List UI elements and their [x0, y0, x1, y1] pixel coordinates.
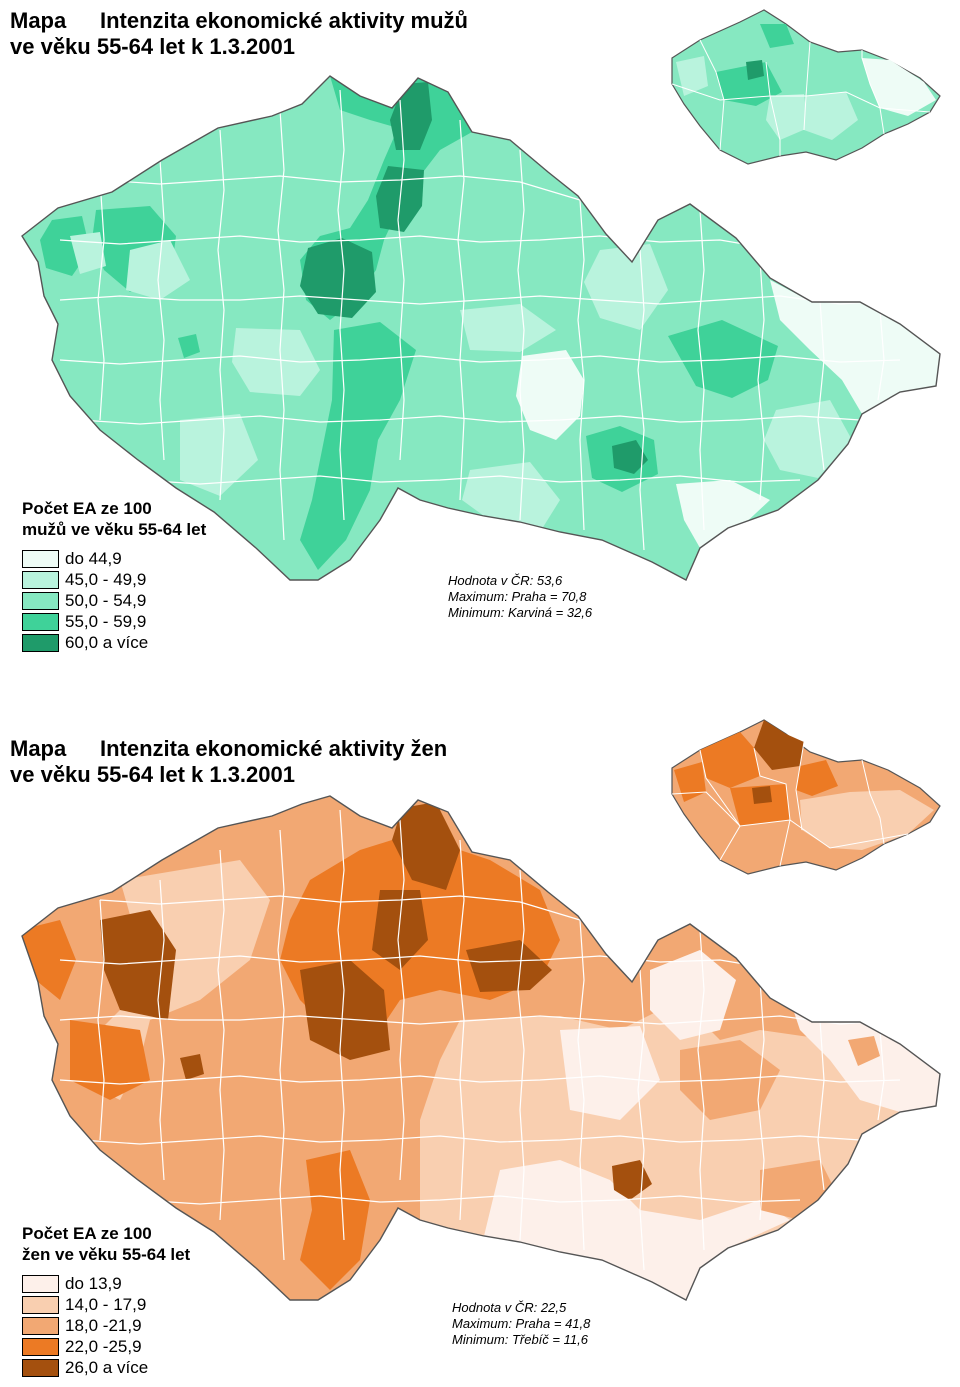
legend-label: 26,0 a více	[65, 1357, 149, 1377]
district-class-1	[650, 950, 736, 1040]
legend-item: 14,0 - 17,9	[22, 1294, 190, 1315]
men-choropleth-map	[21, 9, 941, 581]
men-district-classes	[40, 76, 940, 570]
legend-item: 22,0 -25,9	[22, 1336, 190, 1357]
men-inset-regions-map	[671, 9, 941, 165]
district-class-1	[484, 1160, 790, 1300]
men-title-line2: ve věku 55-64 let k 1.3.2001	[10, 34, 295, 59]
legend-swatch	[22, 612, 59, 631]
legend-swatch	[22, 1295, 59, 1314]
district-class-2	[764, 400, 852, 478]
legend-label: 14,0 - 17,9	[65, 1294, 147, 1314]
district-class-5	[612, 440, 648, 474]
legend-item: 50,0 - 54,9	[22, 590, 206, 611]
women-stat-national: Hodnota v ČR: 22,5	[452, 1300, 567, 1315]
legend-label: do 44,9	[65, 548, 122, 568]
men-legend-rows: do 44,9 45,0 - 49,9 50,0 - 54,9 55,0 - 59,9…	[22, 548, 206, 653]
legend-item: 55,0 - 59,9	[22, 611, 206, 632]
legend-swatch	[22, 1337, 59, 1356]
legend-item: do 44,9	[22, 548, 206, 569]
legend-swatch	[22, 549, 59, 568]
district-class-4	[300, 1150, 370, 1290]
legend-swatch	[22, 591, 59, 610]
women-title-line1: Intenzita ekonomické aktivity žen	[100, 736, 448, 761]
district-class-5	[100, 910, 176, 1020]
men-district-borders	[59, 89, 901, 551]
women-inset-regions-map	[671, 719, 941, 875]
women-map-title: Mapa Intenzita ekonomické aktivity žen ve…	[10, 736, 447, 788]
women-map-panel: Mapa Intenzita ekonomické aktivity žen ve…	[0, 700, 960, 1387]
legend-item: 18,0 -21,9	[22, 1315, 190, 1336]
men-legend-title: Počet EA ze 100 mužů ve věku 55-64 let	[22, 498, 206, 540]
district-class-5	[300, 238, 376, 318]
legend-label: 60,0 a více	[65, 632, 149, 652]
men-title-line1: Intenzita ekonomické aktivity mužů	[100, 8, 468, 33]
men-legend-title-line2: mužů ve věku 55-64 let	[22, 520, 207, 539]
men-map-panel: Mapa Intenzita ekonomické aktivity mužů v…	[0, 0, 960, 690]
legend-label: do 13,9	[65, 1273, 122, 1293]
district-class-5	[466, 940, 552, 992]
legend-label: 45,0 - 49,9	[65, 569, 147, 589]
district-class-4	[300, 322, 416, 570]
women-stat-minimum: Minimum: Třebíč = 11,6	[452, 1332, 588, 1347]
district-class-5	[372, 890, 428, 970]
district-class-5	[300, 960, 390, 1060]
women-legend-title-line1: Počet EA ze 100	[22, 1224, 152, 1243]
women-district-borders	[59, 809, 901, 1271]
legend-swatch	[22, 1274, 59, 1293]
men-map-title: Mapa Intenzita ekonomické aktivity mužů v…	[10, 8, 468, 60]
legend-swatch	[22, 570, 59, 589]
district-class-4	[178, 334, 200, 358]
legend-item: 26,0 a více	[22, 1357, 190, 1378]
district-class-2	[180, 414, 258, 496]
men-stat-national: Hodnota v ČR: 53,6	[448, 573, 563, 588]
district-class-2	[232, 328, 320, 396]
district-class-5	[180, 1054, 204, 1080]
legend-label: 22,0 -25,9	[65, 1336, 142, 1356]
women-legend-rows: do 13,9 14,0 - 17,9 18,0 -21,9 22,0 -25,9 26…	[22, 1273, 190, 1378]
legend-swatch	[22, 1358, 59, 1377]
men-legend-title-line1: Počet EA ze 100	[22, 499, 152, 518]
district-class-4	[668, 320, 778, 398]
legend-item: 45,0 - 49,9	[22, 569, 206, 590]
legend-item: 60,0 a více	[22, 632, 206, 653]
women-stat-maximum: Maximum: Praha = 41,8	[452, 1316, 591, 1331]
district-class-4	[70, 1020, 150, 1100]
women-legend: Počet EA ze 100 žen ve věku 55-64 let do…	[22, 1223, 190, 1378]
district-class-2	[460, 304, 556, 352]
district-class-3	[220, 1190, 320, 1290]
district-class-4	[22, 920, 76, 1000]
district-class-5	[392, 802, 460, 890]
men-legend: Počet EA ze 100 mužů ve věku 55-64 let d…	[22, 498, 206, 653]
women-map-label: Mapa	[10, 736, 67, 761]
district-class-2	[584, 244, 668, 330]
men-map-label: Mapa	[10, 8, 67, 33]
legend-swatch	[22, 633, 59, 652]
legend-label: 50,0 - 54,9	[65, 590, 147, 610]
women-choropleth-map	[21, 719, 941, 1301]
women-title-line2: ve věku 55-64 let k 1.3.2001	[10, 762, 295, 787]
district-class-1	[516, 350, 584, 440]
men-stats: Hodnota v ČR: 53,6 Maximum: Praha = 70,8…	[448, 573, 592, 621]
legend-label: 55,0 - 59,9	[65, 611, 147, 631]
district-class-3	[680, 1040, 780, 1120]
women-legend-title: Počet EA ze 100 žen ve věku 55-64 let	[22, 1223, 190, 1265]
district-class-5	[612, 1160, 652, 1200]
legend-swatch	[22, 1316, 59, 1335]
district-class-1	[676, 480, 770, 548]
men-stat-maximum: Maximum: Praha = 70,8	[448, 589, 587, 604]
district-class-1	[560, 1026, 660, 1120]
district-class-2	[126, 240, 190, 300]
district-class-3	[848, 1036, 880, 1066]
women-stats: Hodnota v ČR: 22,5 Maximum: Praha = 41,8…	[452, 1300, 590, 1348]
legend-item: do 13,9	[22, 1273, 190, 1294]
men-stat-minimum: Minimum: Karviná = 32,6	[448, 605, 593, 620]
district-class-1	[770, 280, 940, 414]
women-legend-title-line2: žen ve věku 55-64 let	[22, 1245, 191, 1264]
legend-label: 18,0 -21,9	[65, 1315, 142, 1335]
